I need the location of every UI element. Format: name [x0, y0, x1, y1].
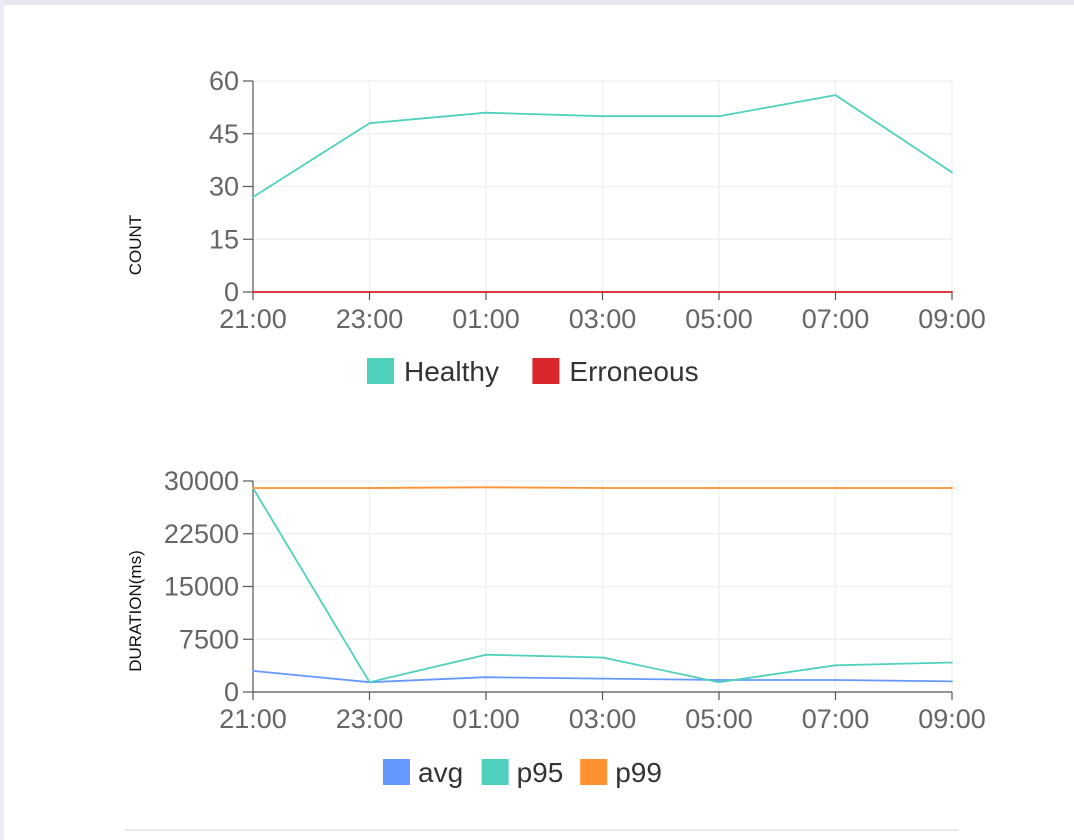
data-point-p95: [834, 664, 837, 667]
data-point-erroneous: [368, 291, 371, 293]
y-tick-label: 22500: [164, 519, 239, 549]
duration-chart: 0 7500 15000 22500 30000 21:00 23:00 01:00 03:00…: [126, 466, 986, 788]
y-tick-label: 0: [224, 277, 239, 307]
x-tick-label: 03:00: [569, 304, 637, 334]
legend-swatch-healthy: [367, 358, 394, 384]
data-point-p95: [951, 661, 953, 664]
x-tick-label: 23:00: [336, 304, 404, 334]
y-tick-label: 30: [209, 172, 239, 202]
y-tick-label: 60: [209, 66, 239, 96]
data-point-p99: [252, 487, 254, 489]
data-point-p99: [951, 487, 953, 489]
legend: avg p95 p99: [383, 757, 662, 788]
x-tick-label: 09:00: [918, 704, 986, 734]
data-point-avg: [951, 680, 953, 683]
data-point-erroneous: [951, 291, 953, 293]
data-point-erroneous: [834, 291, 837, 293]
legend-label-p99: p99: [615, 757, 662, 788]
y-tick-label: 7500: [179, 624, 239, 654]
data-point-erroneous: [718, 291, 720, 293]
data-point-erroneous: [252, 291, 254, 293]
x-tick-label: 07:00: [802, 704, 870, 734]
data-point-erroneous: [601, 291, 604, 293]
x-tick-label: 05:00: [685, 704, 753, 734]
data-point-p95: [718, 681, 720, 684]
data-point-p99: [485, 486, 487, 489]
y-tick-label: 30000: [164, 466, 239, 496]
grid: [253, 480, 953, 692]
x-tick-label: 07:00: [802, 304, 870, 334]
data-point-healthy: [368, 122, 371, 125]
data-point-healthy: [485, 111, 487, 114]
x-tick-label: 21:00: [219, 304, 287, 334]
data-point-healthy: [951, 171, 953, 174]
x-tick-label: 21:00: [219, 704, 287, 734]
x-tick-label: 05:00: [685, 304, 753, 334]
bottom-divider: [125, 829, 958, 831]
data-point-healthy: [718, 115, 720, 118]
data-point-avg: [718, 679, 720, 681]
data-point-healthy: [834, 94, 837, 96]
data-point-erroneous: [485, 291, 487, 293]
legend-swatch-p99: [580, 759, 608, 785]
data-point-p99: [834, 487, 837, 489]
data-point-p95: [485, 653, 487, 656]
legend-label-p95: p95: [517, 757, 564, 788]
legend-swatch-p95: [481, 759, 509, 785]
data-point-p95: [601, 656, 604, 659]
y-tick-label: 0: [224, 677, 239, 707]
x-tick-label: 23:00: [336, 704, 404, 734]
count-chart: 0 15 30 45 60 21:00 23:00 01:00 03:00 05:00 07:00 0…: [126, 66, 986, 387]
legend: Healthy Erroneous: [367, 356, 699, 387]
data-point-avg: [601, 677, 604, 680]
data-point-avg: [252, 670, 254, 672]
data-point-p99: [368, 487, 371, 489]
data-point-healthy: [252, 196, 254, 198]
y-tick-label: 15000: [164, 572, 239, 602]
x-tick-label: 03:00: [569, 704, 637, 734]
data-point-p95: [368, 681, 371, 684]
top-border: [0, 0, 1074, 5]
legend-label-healthy: Healthy: [404, 356, 499, 387]
y-axis-title: COUNT: [126, 215, 145, 275]
y-tick-label: 15: [209, 224, 239, 254]
data-point-avg: [834, 679, 837, 681]
data-point-p99: [601, 487, 604, 489]
data-point-healthy: [601, 115, 604, 118]
legend-swatch-erroneous: [532, 358, 560, 384]
grid: [253, 80, 953, 292]
legend-label-erroneous: Erroneous: [569, 356, 698, 387]
data-point-avg: [485, 676, 487, 679]
legend-label-avg: avg: [418, 757, 463, 788]
left-border: [0, 0, 4, 840]
x-tick-label: 01:00: [452, 304, 520, 334]
x-tick-label: 09:00: [918, 304, 986, 334]
y-axis-title: DURATION(ms): [126, 550, 145, 672]
data-point-p99: [718, 487, 720, 489]
x-tick-label: 01:00: [452, 704, 520, 734]
legend-swatch-avg: [383, 759, 410, 785]
y-tick-label: 45: [209, 119, 239, 149]
